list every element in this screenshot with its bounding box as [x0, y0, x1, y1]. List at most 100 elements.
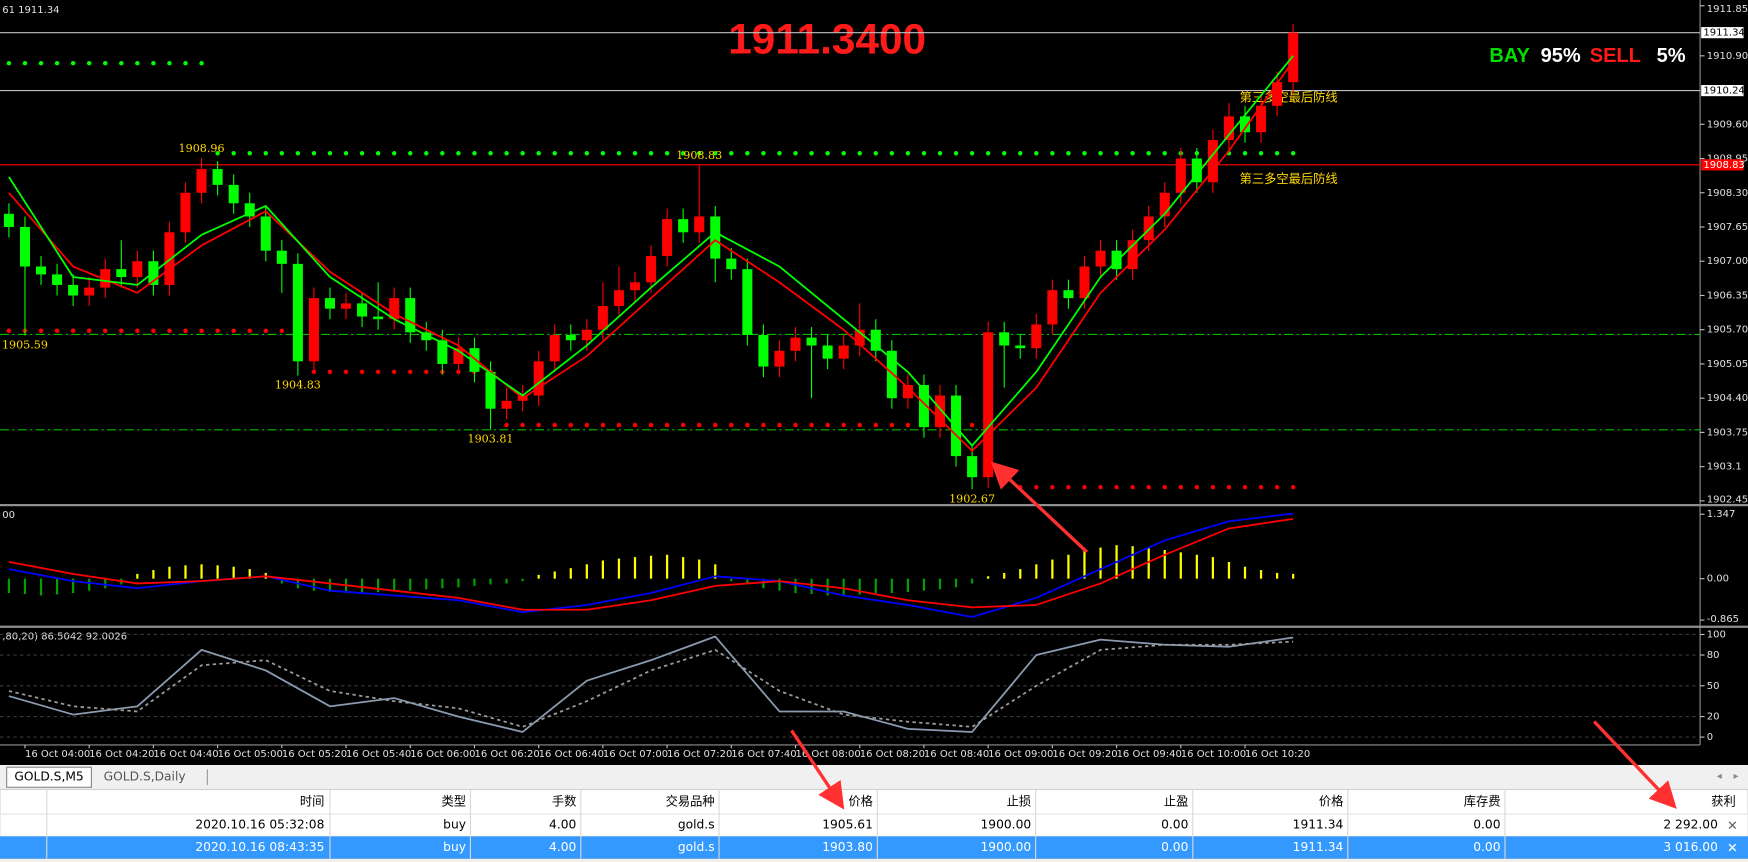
- support-dot: [6, 328, 12, 333]
- candle-body: [244, 203, 255, 217]
- moving-average: [8, 55, 1294, 447]
- chart-background: [0, 0, 1748, 765]
- macd-label: 00: [2, 510, 15, 521]
- support-dot: [1001, 151, 1007, 156]
- x-tick-label: 16 Oct 07:00: [603, 749, 668, 760]
- candle-body: [694, 216, 705, 233]
- candle-body: [1256, 105, 1267, 133]
- table-cell: 4.00: [549, 818, 576, 832]
- tab-label[interactable]: GOLD.S,M5: [14, 770, 83, 784]
- candle-body: [84, 287, 95, 296]
- y-tick-label: 1902.45: [1707, 495, 1748, 506]
- support-dot: [793, 151, 798, 156]
- candle-body: [52, 274, 63, 285]
- close-icon[interactable]: [1728, 821, 1737, 830]
- support-dot: [761, 151, 766, 156]
- support-dot: [1098, 151, 1103, 156]
- candle-body: [742, 269, 753, 335]
- table-cell: buy: [443, 818, 466, 832]
- support-dot: [135, 328, 140, 333]
- support-dot: [38, 328, 44, 333]
- table-row-selected[interactable]: [0, 836, 1748, 859]
- candle-body: [533, 361, 544, 396]
- support-dot: [231, 328, 236, 333]
- x-tick-label: 16 Oct 06:00: [410, 749, 475, 760]
- support-dot: [1050, 151, 1055, 156]
- support-dot: [343, 151, 349, 156]
- candle-body: [1191, 158, 1202, 183]
- y-tick-label: 1908.95: [1707, 154, 1748, 165]
- support-dot: [86, 328, 92, 333]
- candle-body: [774, 350, 785, 367]
- support-dot: [70, 328, 76, 333]
- support-dot: [680, 422, 686, 428]
- support-dot: [1210, 484, 1216, 490]
- y-tick-label: 0.00: [1707, 574, 1729, 585]
- support-dot: [777, 151, 782, 156]
- support-dot: [745, 422, 750, 428]
- support-dot: [391, 369, 397, 375]
- support-dot: [199, 60, 204, 66]
- support-dot: [664, 422, 670, 428]
- tab[interactable]: [6, 766, 92, 788]
- stochastic-label: ,80,20) 86.5042 92.0026: [2, 632, 127, 643]
- column-header: 止盈: [1164, 794, 1188, 808]
- support-dot: [857, 151, 862, 156]
- support-dot: [680, 151, 686, 156]
- candle-body: [999, 332, 1010, 346]
- column-header: 类型: [441, 794, 465, 808]
- candle-body: [1288, 32, 1299, 83]
- callout-arrows: [790, 461, 1677, 810]
- y-tick-label: 1910.90: [1707, 51, 1748, 62]
- candle-body: [180, 192, 191, 233]
- scroll-left[interactable]: ◂: [1717, 771, 1722, 782]
- candle-body: [838, 345, 849, 359]
- callout-arrow: [1592, 720, 1677, 809]
- support-dot: [616, 422, 622, 428]
- x-tick-label: 16 Oct 06:20: [474, 749, 539, 760]
- x-tick-label: 16 Oct 07:40: [731, 749, 796, 760]
- support-dot: [456, 151, 461, 156]
- y-tick-label: 1906.35: [1707, 290, 1748, 301]
- support-dot: [183, 328, 188, 333]
- support-dot: [584, 151, 590, 156]
- candle-body: [1111, 250, 1122, 270]
- close-icon[interactable]: [1728, 843, 1737, 852]
- candle-body: [501, 400, 512, 409]
- x-tick-label: 16 Oct 08:20: [860, 749, 925, 760]
- table-cell: 2020.10.16 05:32:08: [195, 818, 324, 832]
- support-dot: [841, 422, 846, 428]
- support-dot: [584, 422, 590, 428]
- support-dot: [1162, 151, 1167, 156]
- x-tick-label: 16 Oct 07:20: [667, 749, 732, 760]
- tab-label[interactable]: GOLD.S,Daily: [104, 770, 186, 784]
- scroll-right[interactable]: ▸: [1734, 771, 1739, 782]
- candle-body: [983, 332, 994, 478]
- support-dot: [359, 369, 365, 375]
- support-dot: [440, 151, 445, 156]
- support-dot: [327, 151, 333, 156]
- y-tick-label: 1903.1: [1707, 462, 1742, 473]
- support-dot: [921, 151, 927, 156]
- support-dot: [873, 422, 879, 428]
- support-dot: [424, 369, 429, 375]
- support-dot: [985, 151, 991, 156]
- candle-body: [437, 340, 448, 364]
- x-tick-label: 16 Oct 09:00: [988, 749, 1053, 760]
- candle-body: [1175, 158, 1186, 193]
- swing-label: 1908.83: [676, 149, 722, 162]
- support-dot: [1034, 484, 1039, 490]
- support-dot: [777, 422, 782, 428]
- support-dot: [905, 151, 911, 156]
- support-dot: [1178, 484, 1184, 490]
- support-dot: [696, 151, 702, 156]
- table-cell: 1911.34: [1293, 840, 1344, 854]
- support-dot: [391, 151, 397, 156]
- support-dot: [70, 60, 76, 66]
- candle-body: [485, 371, 496, 409]
- support-dot: [247, 151, 252, 156]
- candle-body: [292, 263, 303, 362]
- candle-body: [373, 316, 384, 320]
- x-tick-label: 16 Oct 04:40: [153, 749, 218, 760]
